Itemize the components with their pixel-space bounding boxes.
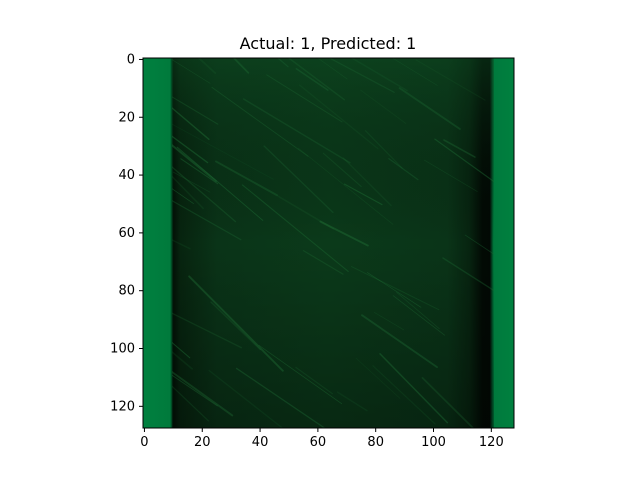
streak <box>317 58 348 80</box>
streak <box>242 98 351 164</box>
streak <box>241 184 349 272</box>
y-axis: 0 20 40 60 80 100 120 <box>110 52 143 414</box>
y-tick-label: 60 <box>118 226 135 241</box>
streak <box>180 158 219 185</box>
streak <box>336 391 368 412</box>
y-tick-label: 80 <box>118 284 135 299</box>
streak <box>388 158 419 181</box>
streak <box>210 301 261 351</box>
figure-title: Actual: 1, Predicted: 1 <box>240 34 417 53</box>
streak <box>172 188 194 204</box>
streak <box>235 367 326 428</box>
streak <box>295 366 333 395</box>
streak <box>298 84 379 150</box>
streak <box>172 144 217 183</box>
streak <box>374 312 405 331</box>
streak <box>355 357 401 399</box>
streak <box>319 220 369 247</box>
y-tick-label: 40 <box>118 168 135 183</box>
streak <box>277 195 335 230</box>
axes-frame <box>142 57 515 429</box>
streak <box>287 58 346 101</box>
streak <box>172 123 274 180</box>
streak <box>266 74 343 123</box>
streak <box>464 234 494 255</box>
streak <box>172 107 210 140</box>
streak <box>350 266 440 311</box>
streak-texture <box>172 58 494 428</box>
streak <box>188 275 284 372</box>
streak <box>372 365 436 425</box>
streak <box>398 87 461 130</box>
streak <box>328 58 395 93</box>
streak <box>343 183 383 206</box>
y-tick-label: 100 <box>110 342 135 357</box>
streak <box>176 146 264 221</box>
streak <box>172 59 211 84</box>
streak <box>297 147 394 225</box>
streak <box>172 175 204 210</box>
x-tick-label: 60 <box>310 435 327 450</box>
streak <box>172 166 237 223</box>
streak <box>172 199 242 241</box>
x-tick-label: 120 <box>479 435 504 450</box>
x-tick-label: 0 <box>140 435 148 450</box>
streak <box>172 312 242 349</box>
streak <box>350 58 408 92</box>
streak <box>391 58 438 86</box>
streak <box>424 159 478 192</box>
streak <box>421 377 475 428</box>
y-tick-label: 20 <box>118 110 135 125</box>
streak <box>396 291 440 330</box>
streak <box>322 152 362 188</box>
streak <box>379 353 449 424</box>
x-tick-label: 100 <box>421 435 446 450</box>
streak <box>302 250 344 275</box>
streak <box>295 67 329 91</box>
x-axis: 0 20 40 60 80 100 120 <box>140 428 504 450</box>
streak <box>276 58 289 68</box>
streak <box>443 139 476 158</box>
y-tick-label: 120 <box>110 399 135 414</box>
x-tick-label: 80 <box>367 435 384 450</box>
streak <box>172 350 194 370</box>
streak <box>415 59 486 101</box>
image-panel <box>143 58 514 428</box>
streak <box>360 89 407 124</box>
streak <box>197 58 217 74</box>
streak <box>342 157 392 207</box>
streak <box>172 341 191 359</box>
streak <box>211 86 309 157</box>
streak <box>258 344 343 405</box>
streak <box>392 295 446 336</box>
streak <box>364 130 403 169</box>
streak <box>172 135 209 164</box>
streak <box>367 272 422 308</box>
streak <box>172 374 218 407</box>
streak <box>172 239 191 250</box>
x-tick-label: 20 <box>194 435 211 450</box>
streak <box>442 257 494 292</box>
streak <box>172 171 211 193</box>
streak <box>172 370 234 417</box>
streak <box>208 369 284 428</box>
streak <box>263 145 334 214</box>
streak <box>172 385 210 422</box>
streak <box>172 96 219 125</box>
y-tick-label: 0 <box>127 52 135 67</box>
streak <box>215 160 279 197</box>
x-tick-label: 40 <box>252 435 269 450</box>
streak <box>434 138 494 183</box>
streak <box>361 314 438 369</box>
